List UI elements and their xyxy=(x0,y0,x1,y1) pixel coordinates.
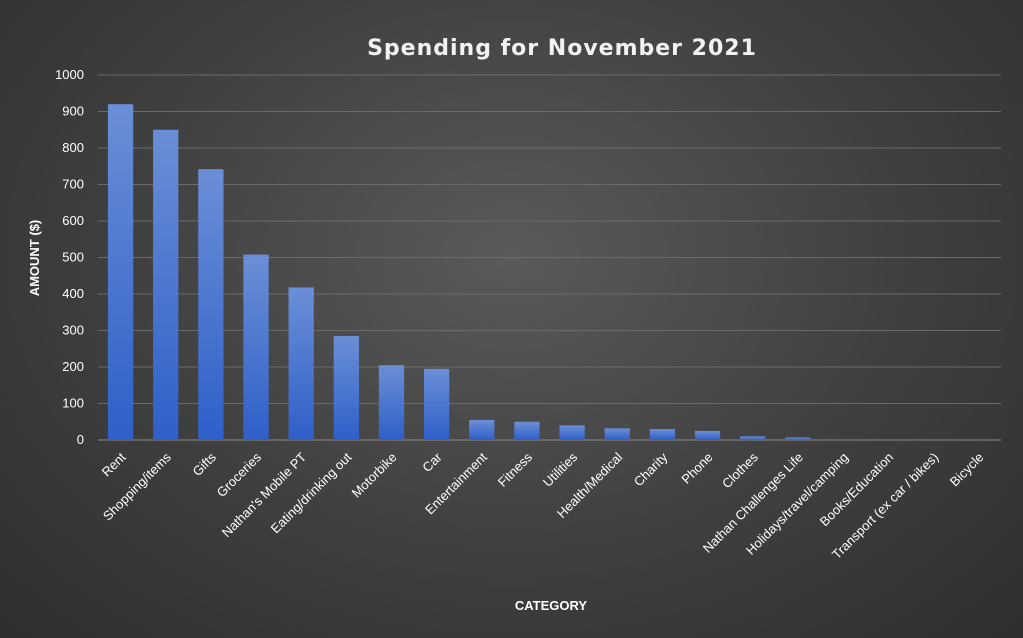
x-tick-label: Clothes xyxy=(719,449,761,491)
y-tick-label: 600 xyxy=(62,213,84,228)
y-axis-title: AMOUNT ($) xyxy=(27,220,42,297)
x-tick-label: Utilities xyxy=(540,449,581,490)
bar xyxy=(785,437,811,440)
x-tick-label: Car xyxy=(419,449,445,475)
bar xyxy=(107,104,134,440)
bars xyxy=(107,104,811,441)
x-tick-label: Rent xyxy=(99,449,129,479)
bar xyxy=(423,368,450,440)
bar xyxy=(378,365,405,440)
y-tick-label: 800 xyxy=(62,140,84,155)
y-tick-label: 400 xyxy=(62,286,84,301)
y-tick-label: 0 xyxy=(77,432,84,447)
y-tick-label: 300 xyxy=(62,323,84,338)
bar xyxy=(694,430,721,440)
bar xyxy=(333,335,359,440)
chart-title: Spending for November 2021 xyxy=(367,36,757,61)
x-tick-label: Phone xyxy=(678,450,715,487)
bar xyxy=(469,419,495,440)
x-tick-label: Eating/drinking out xyxy=(268,449,355,536)
x-tick-label: Motorbike xyxy=(349,450,400,501)
y-tick-label: 200 xyxy=(62,359,84,374)
y-tick-label: 900 xyxy=(62,104,84,119)
x-tick-label: Nathan's Mobile PT xyxy=(219,449,310,540)
bar xyxy=(153,129,179,440)
bar xyxy=(740,436,766,440)
bar xyxy=(243,254,269,440)
x-tick-label: Bicycle xyxy=(947,450,987,490)
y-tick-label: 100 xyxy=(62,396,84,411)
y-tick-label: 700 xyxy=(62,177,84,192)
x-axis-title: CATEGORY xyxy=(515,598,588,613)
gridlines xyxy=(98,74,1001,441)
bar xyxy=(514,421,540,440)
bar xyxy=(649,429,676,440)
x-tick-label: Fitness xyxy=(495,449,536,490)
y-tick-label: 500 xyxy=(62,250,84,265)
y-axis-ticks: 0 100 200 300 400 500 600 700 800 900 1000 xyxy=(55,67,84,447)
bar xyxy=(198,169,224,441)
y-tick-label: 1000 xyxy=(55,67,84,82)
bar xyxy=(559,425,585,440)
bar xyxy=(288,287,314,440)
x-tick-label: Charity xyxy=(631,449,671,489)
bar xyxy=(604,428,630,440)
x-tick-label: Gifts xyxy=(189,449,219,479)
